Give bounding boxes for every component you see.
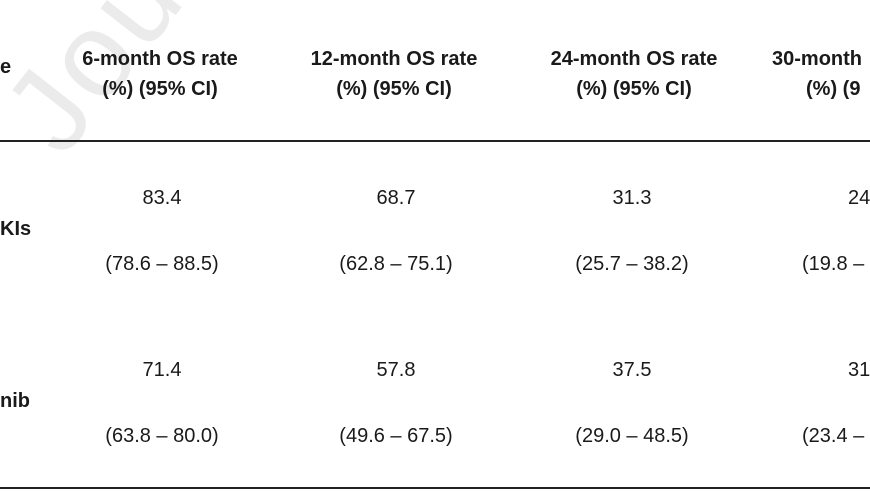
cell-row2-6-month: 71.4 (63.8 – 80.0) (62, 358, 262, 448)
cell-ci: (29.0 – 48.5) (575, 425, 689, 447)
cell-value: 31 (848, 359, 870, 381)
first-column-header-fragment: e (0, 56, 12, 78)
cell-row1-6-month: 83.4 (78.6 – 88.5) (62, 186, 262, 276)
cell-row2-24-month: 37.5 (29.0 – 48.5) (532, 358, 732, 448)
cell-ci: (25.7 – 38.2) (575, 253, 689, 275)
cell-value: 83.4 (142, 187, 182, 209)
cell-row2-30-month: 31 (23.4 – (802, 358, 870, 448)
cell-row1-12-month: 68.7 (62.8 – 75.1) (296, 186, 496, 276)
cell-ci: (62.8 – 75.1) (339, 253, 453, 275)
row-label-fragment-1: KIs (0, 218, 32, 240)
column-header-30-month: 30-month (%) (9 (772, 44, 870, 104)
column-header-title: 30-month (772, 48, 862, 70)
cell-value: 68.7 (376, 187, 416, 209)
cell-value: 24 (848, 187, 870, 209)
cell-ci: (63.8 – 80.0) (105, 425, 219, 447)
cell-value: 57.8 (376, 359, 416, 381)
cell-row1-30-month: 24 (19.8 – (802, 186, 870, 276)
column-header-subtitle: (%) (95% CI) (336, 78, 452, 100)
column-header-24-month: 24-month OS rate (%) (95% CI) (534, 44, 734, 104)
cell-row2-12-month: 57.8 (49.6 – 67.5) (296, 358, 496, 448)
column-header-12-month: 12-month OS rate (%) (95% CI) (294, 44, 494, 104)
row-label-fragment-2: nib (0, 390, 30, 412)
cell-ci: (19.8 – (802, 253, 865, 275)
column-header-subtitle: (%) (9 (806, 78, 861, 100)
column-header-title: 24-month OS rate (550, 48, 718, 70)
column-header-title: 12-month OS rate (310, 48, 478, 70)
column-header-subtitle: (%) (95% CI) (102, 78, 218, 100)
cell-ci: (78.6 – 88.5) (105, 253, 219, 275)
table-bottom-rule (0, 487, 870, 489)
cell-value: 37.5 (612, 359, 652, 381)
header-divider (0, 140, 870, 142)
cell-value: 31.3 (612, 187, 652, 209)
cell-value: 71.4 (142, 359, 182, 381)
cell-ci: (49.6 – 67.5) (339, 425, 453, 447)
column-header-6-month: 6-month OS rate (%) (95% CI) (60, 44, 260, 104)
cell-row1-24-month: 31.3 (25.7 – 38.2) (532, 186, 732, 276)
column-header-subtitle: (%) (95% CI) (576, 78, 692, 100)
column-header-title: 6-month OS rate (82, 48, 238, 70)
cell-ci: (23.4 – (802, 425, 865, 447)
